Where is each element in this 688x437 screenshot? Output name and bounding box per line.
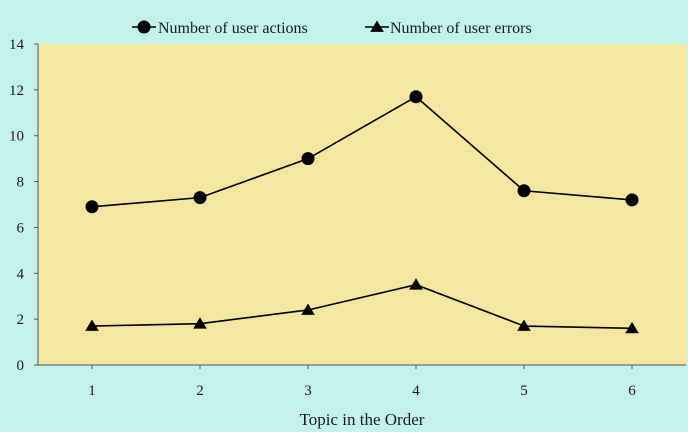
data-point-triangle	[193, 317, 207, 329]
y-tick-label: 10	[9, 129, 24, 145]
legend-item: Number of user actions	[132, 20, 308, 37]
data-point-triangle	[625, 321, 639, 334]
x-tick-label: 4	[412, 383, 420, 399]
series-1	[85, 90, 639, 214]
legend: Number of user actions Number of user err…	[132, 20, 532, 37]
x-tick-label: 6	[628, 383, 636, 399]
data-point-circle	[517, 184, 531, 198]
y-tick-label: 6	[17, 220, 25, 236]
data-point-circle	[409, 90, 423, 104]
data-point-triangle	[85, 319, 99, 331]
plot-area	[38, 44, 686, 365]
data-point-circle	[301, 152, 315, 166]
y-tick-label: 8	[17, 175, 25, 191]
legend-label: Number of user actions	[158, 20, 308, 37]
y-tick-label: 14	[9, 37, 25, 53]
legend-marker-circle	[137, 20, 151, 34]
data-point-triangle	[517, 319, 531, 331]
data-point-circle	[193, 191, 207, 205]
x-tick-label: 2	[196, 383, 204, 399]
y-tick-label: 4	[17, 266, 25, 282]
series-layer	[85, 90, 639, 334]
legend-item: Number of user errors	[365, 20, 532, 37]
legend-label: Number of user errors	[390, 20, 532, 37]
data-point-triangle	[409, 278, 423, 290]
legend-marker-triangle	[370, 20, 384, 32]
series-line	[91, 95, 633, 208]
data-point-triangle	[301, 303, 315, 315]
x-tick-label: 1	[88, 383, 96, 399]
y-tick-label: 12	[9, 83, 24, 99]
y-tick-label: 0	[17, 358, 25, 374]
x-tick-label: 3	[304, 383, 312, 399]
x-tick-label: 5	[520, 383, 528, 399]
x-axis-title: Topic in the Order	[300, 410, 425, 429]
data-point-circle	[85, 200, 99, 214]
y-tick-label: 2	[17, 312, 25, 328]
series-2	[85, 278, 639, 334]
series-line	[91, 283, 633, 330]
data-point-circle	[625, 193, 639, 207]
